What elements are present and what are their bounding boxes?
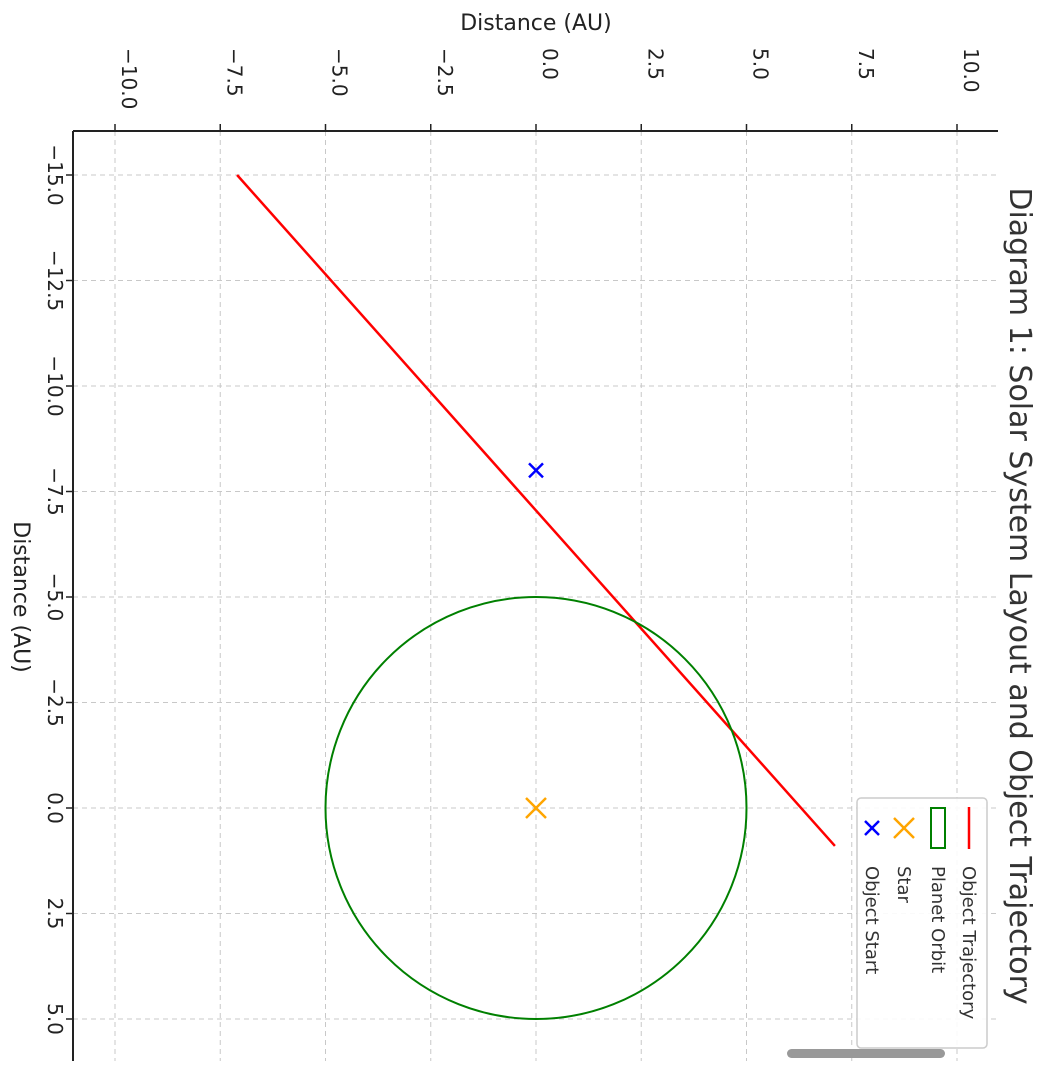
x-tick-label: −10.0 xyxy=(117,48,141,109)
x-tick-label: 10.0 xyxy=(959,48,983,93)
object-trajectory-line xyxy=(236,174,836,847)
legend-label: Object Trajectory xyxy=(958,866,979,1020)
legend-entry: Star xyxy=(893,817,915,904)
x-tick-label: 2.5 xyxy=(643,48,667,80)
legend: Object Trajectory Planet Orbit Star Object … xyxy=(856,797,988,1049)
y-tick-label: 5.0 xyxy=(43,1003,67,1035)
grid xyxy=(73,131,998,1061)
y-tick-label: −5.0 xyxy=(43,573,67,622)
planet-orbit-circle xyxy=(324,596,748,1020)
tick-labels: −10.0 −7.5 −5.0 −2.5 0.0 2.5 5.0 7.5 10.0 −15.0 −1… xyxy=(43,48,983,1035)
legend-label: Planet Orbit xyxy=(927,866,948,973)
x-tick-label: 0.0 xyxy=(538,48,562,80)
object-start-marker xyxy=(528,462,544,479)
y-tick-label: −7.5 xyxy=(43,467,67,516)
scrollbar-thumb[interactable] xyxy=(787,1049,945,1058)
legend-label: Object Start xyxy=(861,866,882,974)
plot-series xyxy=(236,174,836,1020)
marker-stroke xyxy=(528,462,544,479)
legend-entry: Object Trajectory xyxy=(958,807,979,1020)
y-tick-label: 2.5 xyxy=(43,898,67,930)
legend-frame xyxy=(856,797,988,1049)
legend-entry: Planet Orbit xyxy=(927,807,948,973)
x-tick-label: −2.5 xyxy=(433,48,457,97)
y-tick-label: −12.5 xyxy=(43,250,67,311)
x-tick-label: 5.0 xyxy=(749,48,773,80)
x-axis-title: Distance (AU) xyxy=(460,11,612,36)
y-tick-label: −2.5 xyxy=(43,678,67,727)
y-tick-label: −15.0 xyxy=(43,144,67,205)
y-axis-title: Distance (AU) xyxy=(8,521,33,673)
legend-swatch-marker xyxy=(893,817,915,839)
x-tick-label: 7.5 xyxy=(854,48,878,80)
legend-swatch-marker xyxy=(864,820,880,836)
marker-stroke xyxy=(525,797,547,819)
legend-swatch-patch xyxy=(930,807,946,849)
x-tick-label: −5.0 xyxy=(328,48,352,97)
y-tick-label: −10.0 xyxy=(43,355,67,416)
legend-label: Star xyxy=(893,866,914,904)
star-marker xyxy=(525,797,547,819)
legend-entry: Object Start xyxy=(861,820,882,974)
x-tick-label: −7.5 xyxy=(222,48,246,97)
chart-title: Diagram 1: Solar System Layout and Objec… xyxy=(1002,187,1037,1004)
y-tick-label: 0.0 xyxy=(43,792,67,824)
